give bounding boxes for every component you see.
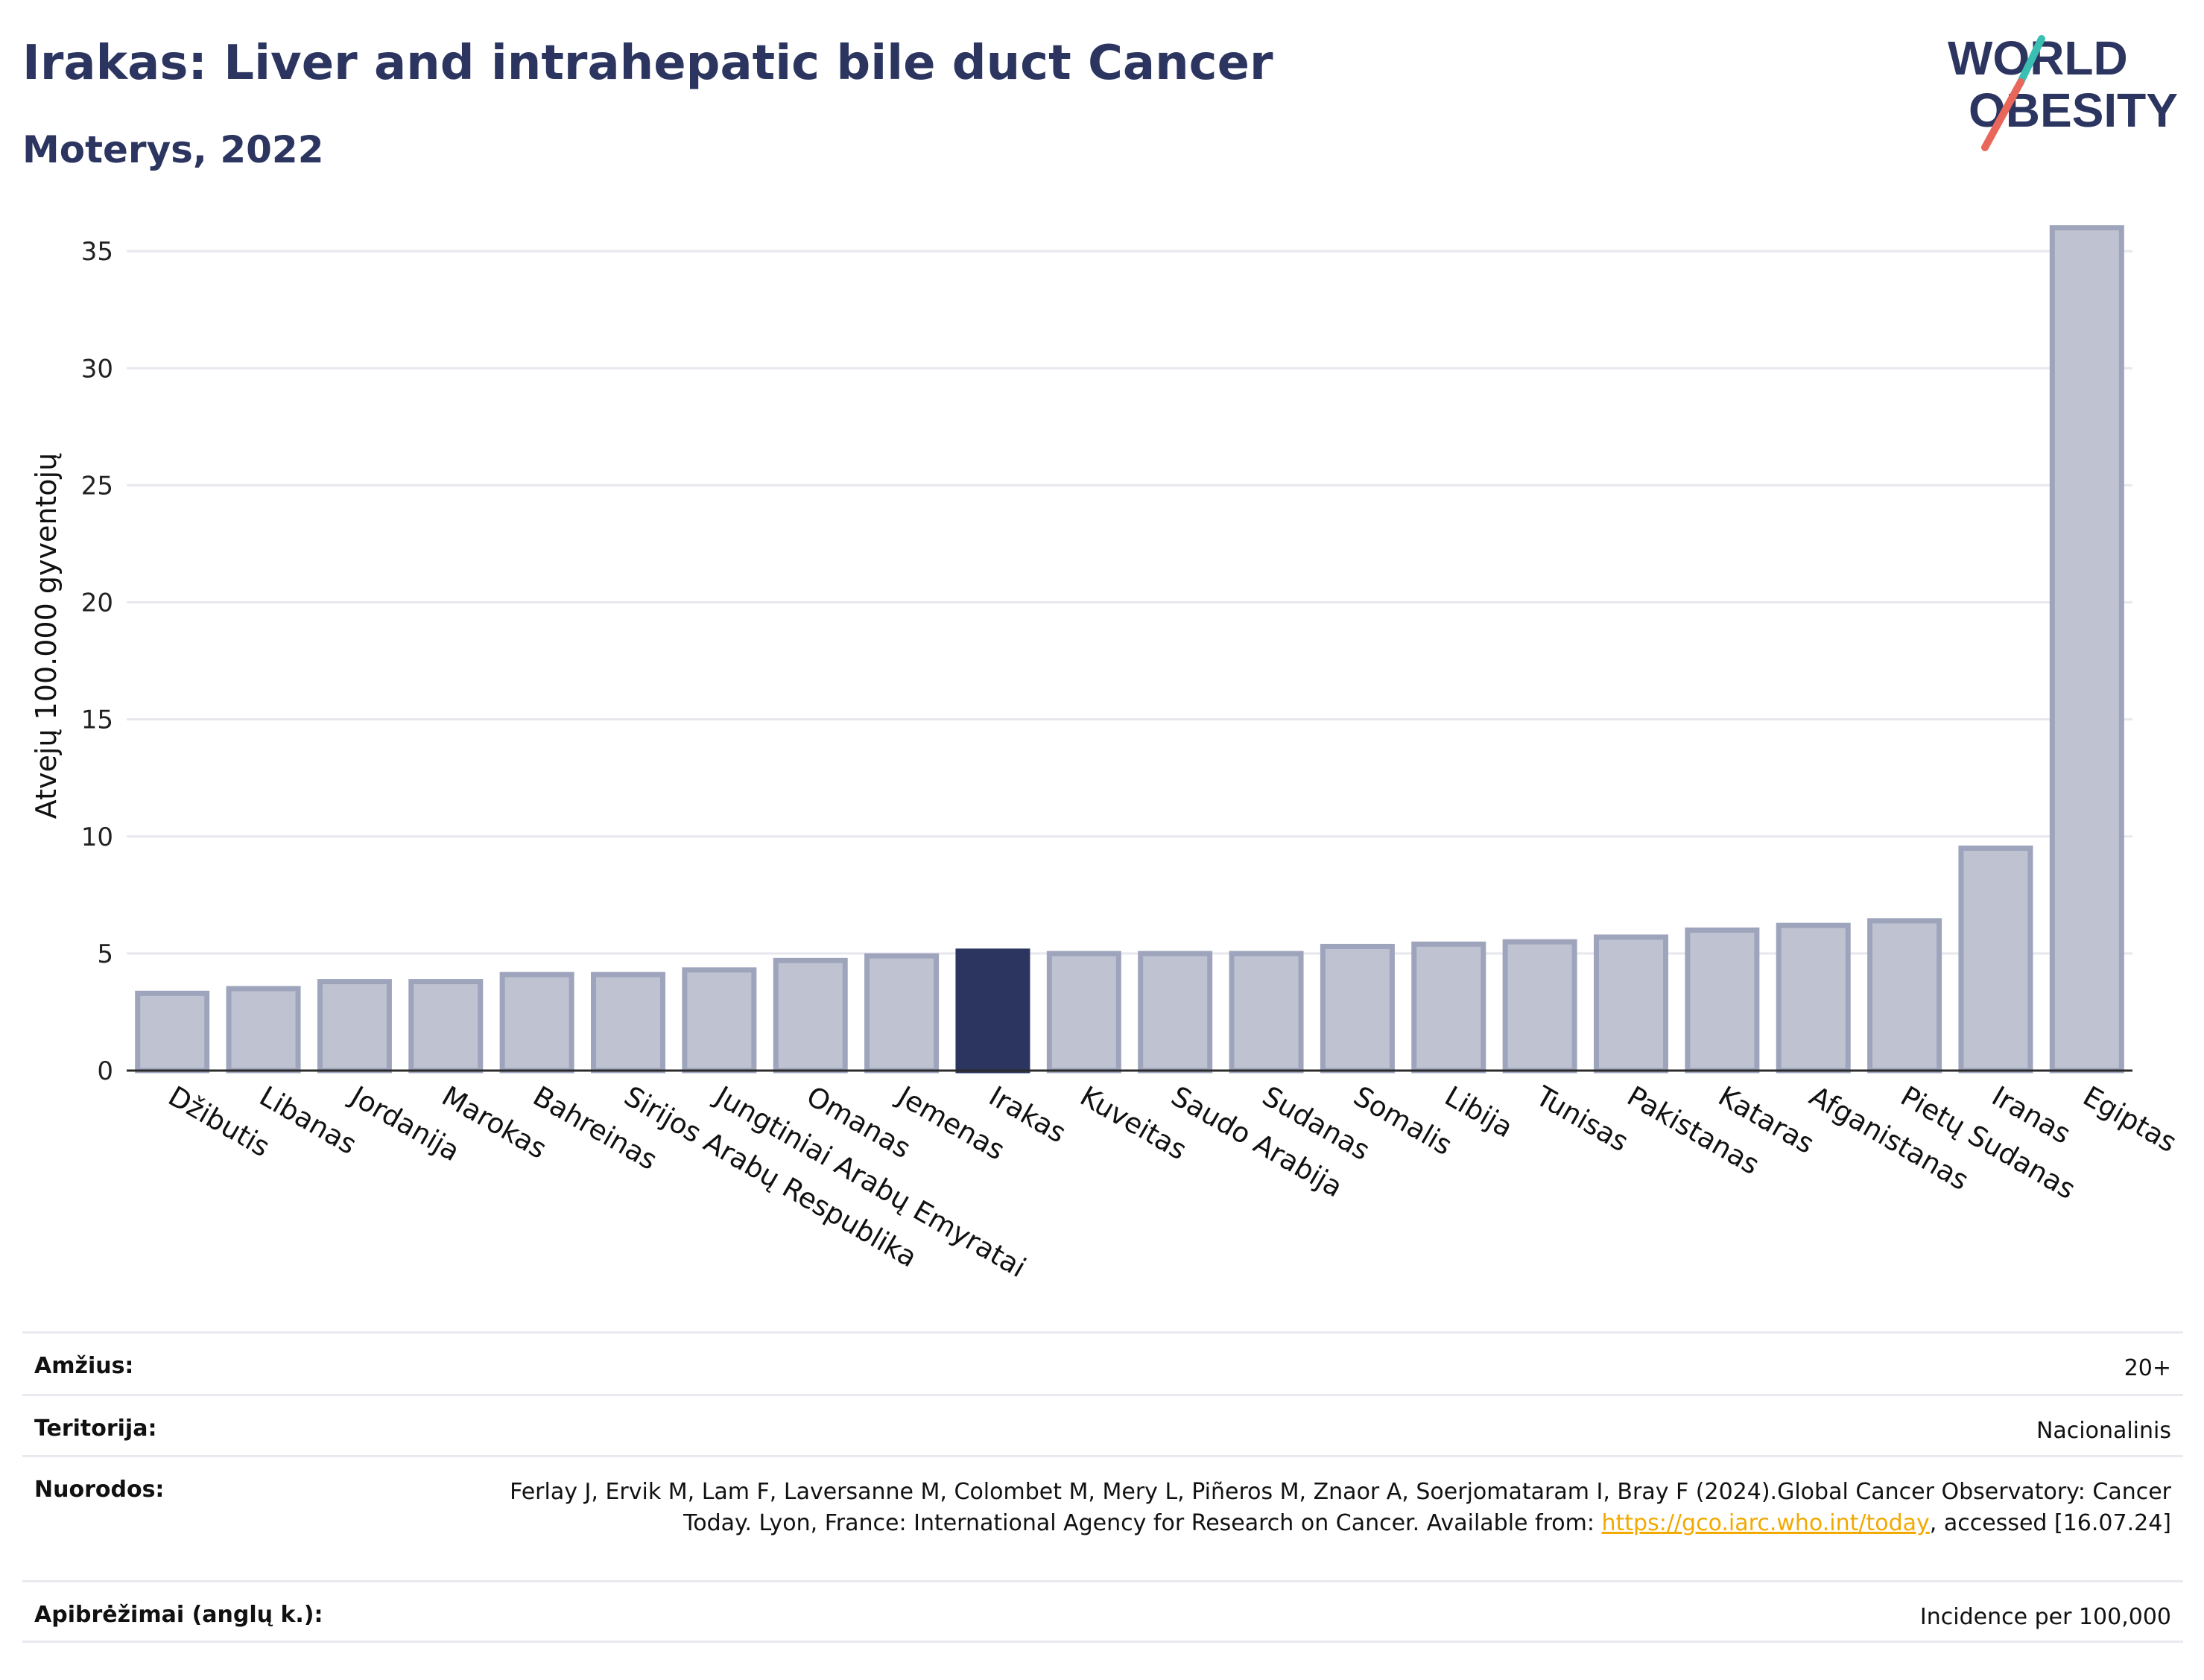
- y-tick-label: 15: [81, 706, 113, 735]
- bar-saudo-arabija: [1138, 951, 1213, 1074]
- info-table: Amžius: 20+ Teritorija: Nacionalinis Nuo…: [22, 1331, 2183, 1643]
- bar-sirijos-arabų-respublika: [591, 971, 665, 1074]
- bar-džibutis: [135, 990, 210, 1074]
- bar-omanas: [773, 957, 848, 1074]
- definitions-value: Incidence per 100,000: [1919, 1604, 2171, 1630]
- y-tick-label: 30: [81, 354, 113, 384]
- bar-tunisas: [1502, 939, 1577, 1074]
- age-value: 20+: [2124, 1355, 2171, 1381]
- chart-grid: [127, 250, 2132, 955]
- bar-bahreinas: [499, 971, 574, 1074]
- bar-kataras: [1685, 927, 1760, 1074]
- y-axis-ticks: 0 5 10 15 20 25 30 35: [81, 237, 113, 1086]
- world-obesity-logo: WORLD OBESITY: [1948, 31, 2178, 151]
- bar-jordanija: [317, 979, 392, 1074]
- territory-value: Nacionalinis: [2036, 1418, 2171, 1444]
- y-axis-label: Atvejų 100.000 gyventojų: [30, 453, 63, 819]
- bar-marokas: [408, 979, 484, 1074]
- bar-libija: [1411, 941, 1486, 1074]
- y-tick-label: 35: [81, 237, 113, 267]
- references-value: Ferlay J, Ervik M, Lam F, Laversanne M, …: [457, 1477, 2171, 1539]
- y-tick-label: 10: [81, 822, 113, 852]
- info-row-territory: Teritorija: Nacionalinis: [22, 1394, 2183, 1455]
- info-row-age: Amžius: 20+: [22, 1331, 2183, 1394]
- references-accessed: , accessed [16.07.24]: [1929, 1510, 2171, 1536]
- bar-chart: 0 5 10 15 20 25 30 35 DžibutisLibanasJordanijaM…: [30, 225, 2182, 1284]
- bar-pakistanas: [1594, 934, 1668, 1074]
- bar-somalis: [1320, 943, 1395, 1074]
- references-text: Ferlay J, Ervik M, Lam F, Laversanne M, …: [510, 1479, 2171, 1536]
- info-row-references: Nuorodos: Ferlay J, Ervik M, Lam F, Lave…: [22, 1455, 2183, 1580]
- page-subtitle: Moterys, 2022: [22, 128, 324, 171]
- x-axis-labels: DžibutisLibanasJordanijaMarokasBahreinas…: [163, 1080, 2182, 1284]
- bar-afganistanas: [1776, 922, 1851, 1074]
- territory-label: Teritorija:: [34, 1416, 157, 1442]
- y-tick-label: 20: [81, 589, 113, 618]
- x-tick-label: Tunisas: [1530, 1080, 1634, 1158]
- page-title: Irakas: Liver and intrahepatic bile duct…: [22, 36, 1273, 91]
- bar-egiptas: [2049, 225, 2124, 1074]
- age-label: Amžius:: [34, 1353, 134, 1379]
- y-tick-label: 25: [81, 471, 113, 501]
- bar-libanas: [226, 986, 301, 1074]
- references-link[interactable]: https://gco.iarc.who.int/today: [1601, 1510, 1930, 1536]
- bar-jemenas: [864, 953, 940, 1074]
- logo-slash-teal: [2017, 35, 2045, 86]
- x-tick-label: Džibutis: [163, 1080, 276, 1164]
- logo-slash-red: [1981, 78, 2024, 151]
- bar-iranas: [1958, 845, 2033, 1074]
- bar-sudanas: [1229, 951, 1304, 1074]
- y-tick-label: 5: [97, 939, 113, 969]
- chart-bars: [135, 225, 2124, 1074]
- y-tick-label: 0: [97, 1056, 113, 1086]
- info-row-definitions: Apibrėžimai (anglų k.): Incidence per 10…: [22, 1580, 2183, 1643]
- x-tick-label: Libanas: [254, 1080, 362, 1161]
- definitions-label: Apibrėžimai (anglų k.):: [34, 1602, 323, 1628]
- bar-kuveitas: [1046, 951, 1121, 1074]
- references-label: Nuorodos:: [34, 1477, 165, 1503]
- bar-pietų-sudanas: [1867, 918, 1942, 1074]
- bar-jungtiniai-arabų-emyratai: [682, 967, 757, 1074]
- bar-irakas: [955, 948, 1030, 1074]
- x-tick-label: Egiptas: [2077, 1080, 2182, 1159]
